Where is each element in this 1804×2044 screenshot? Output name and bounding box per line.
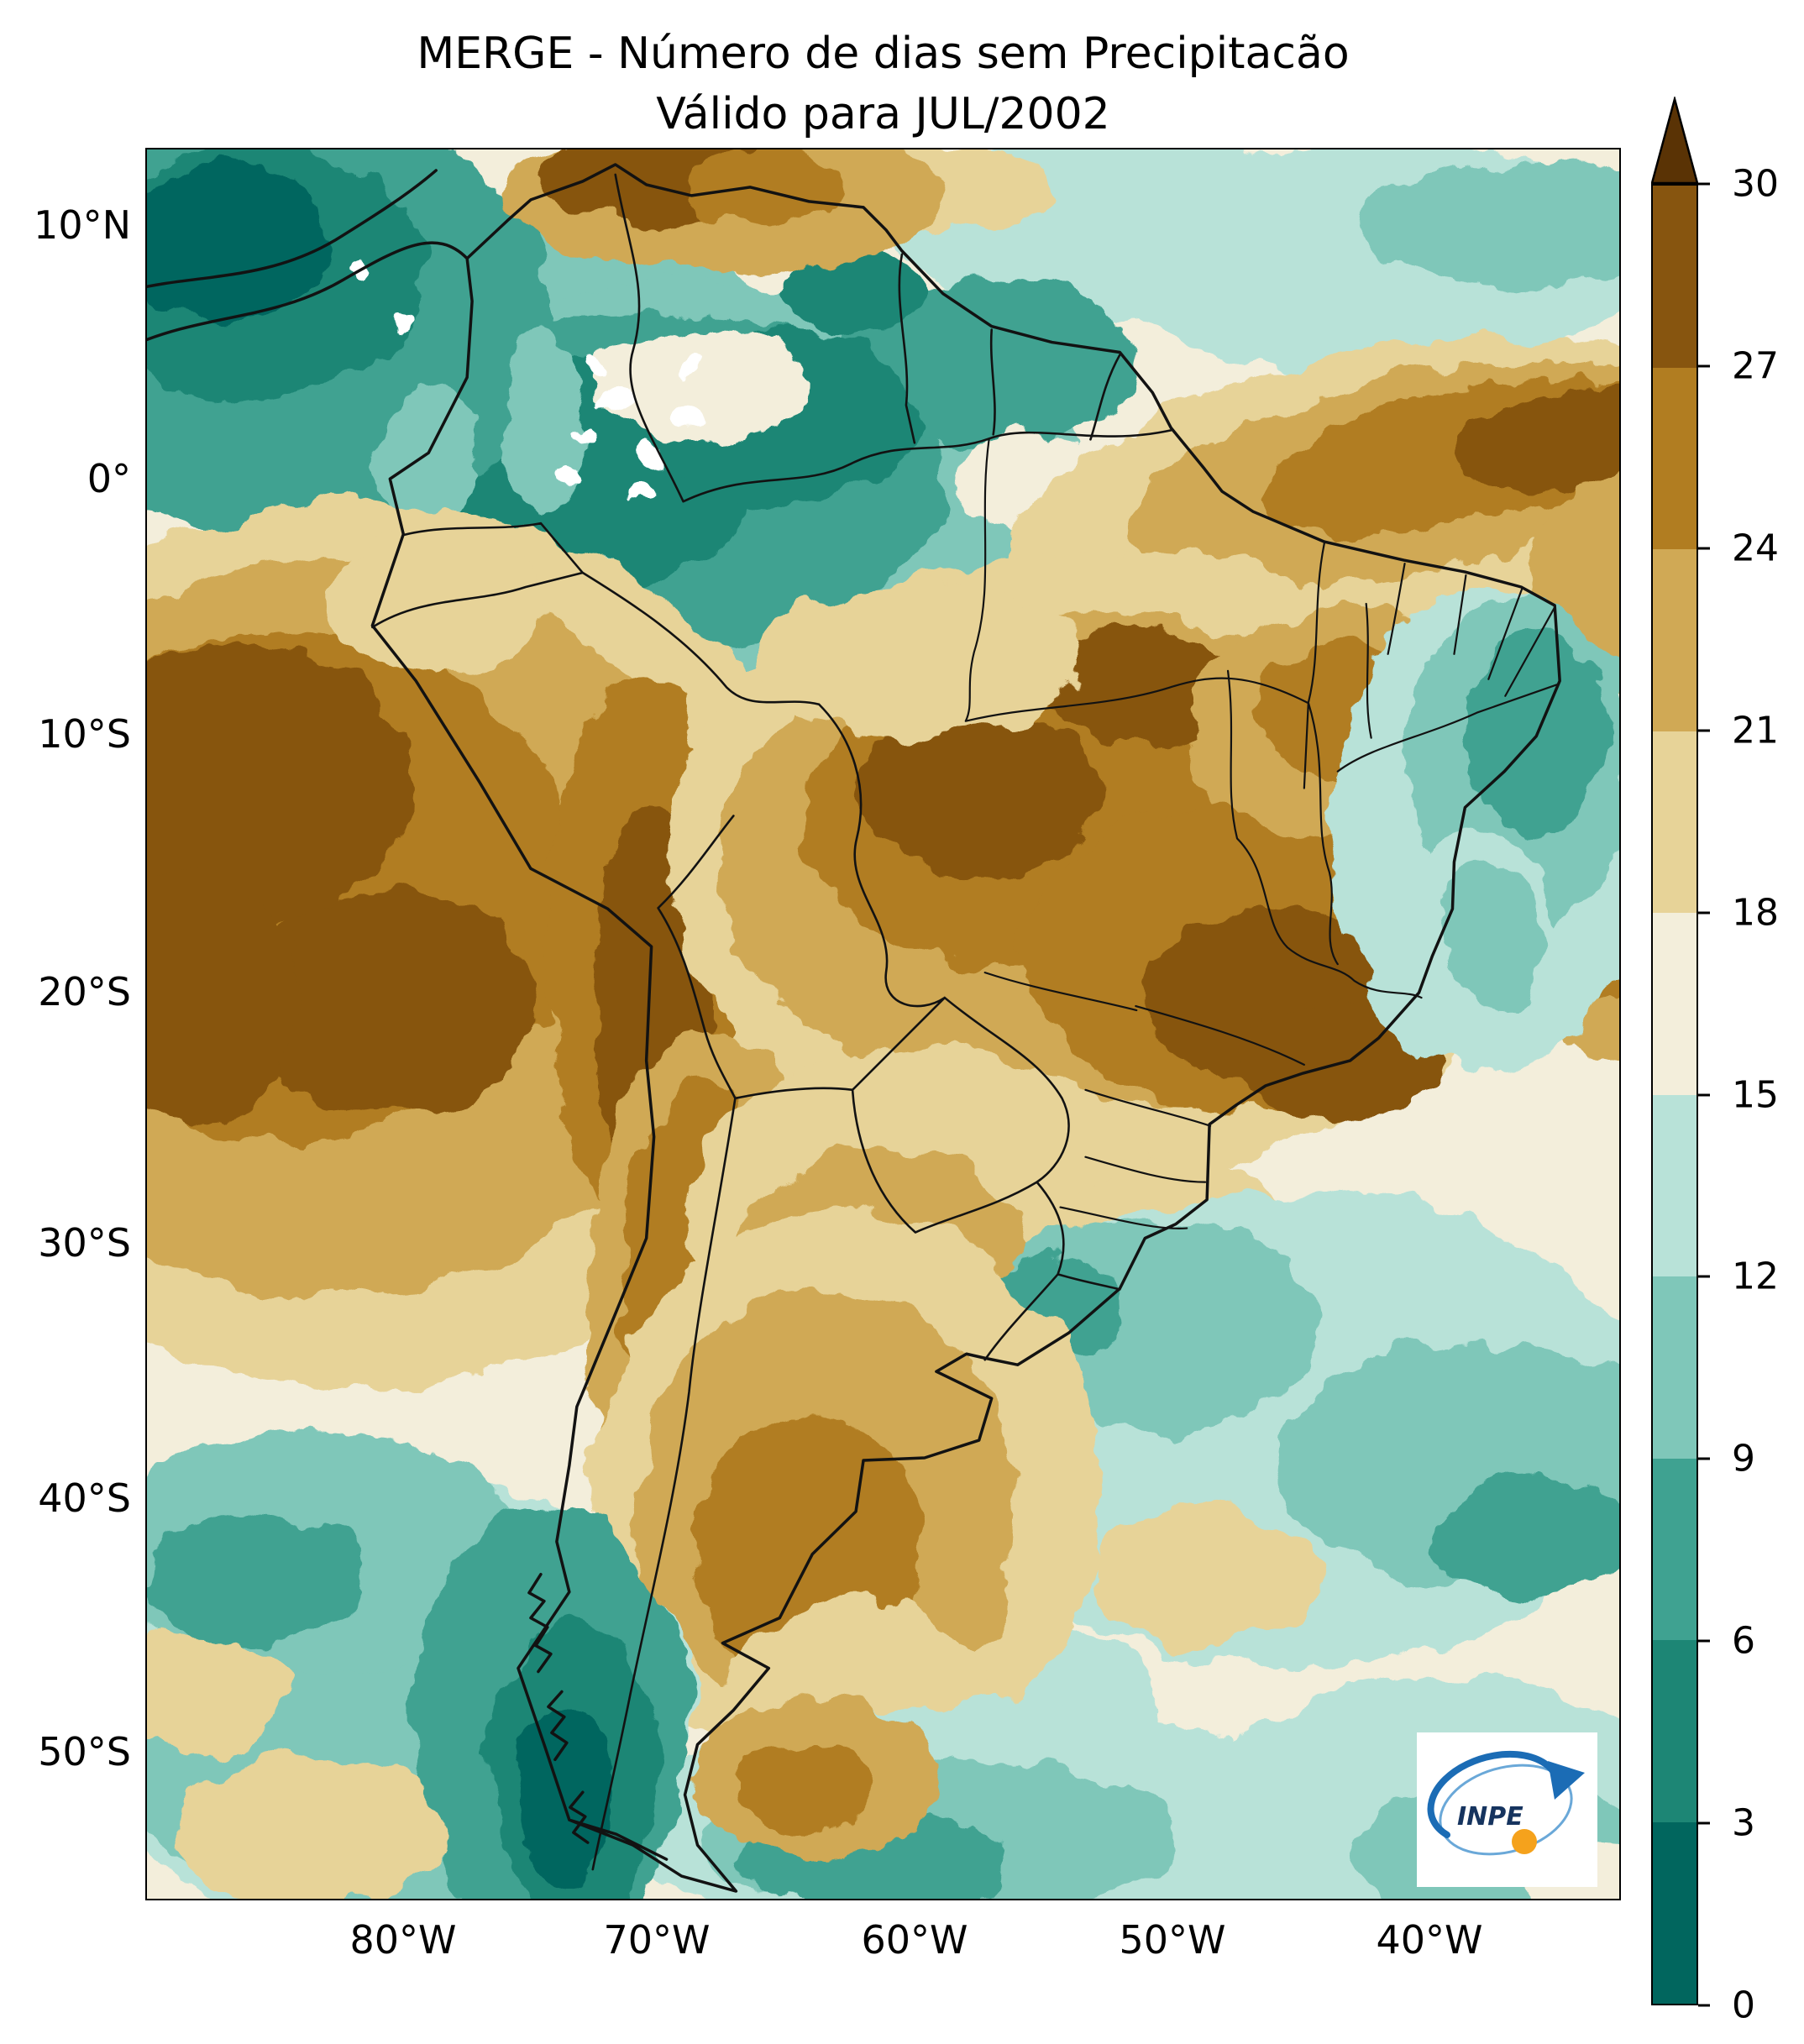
colorbar-tick-mark bbox=[1698, 182, 1710, 186]
lat-tick-label: 0° bbox=[87, 456, 131, 501]
colorbar-tick-label: 9 bbox=[1732, 1437, 1755, 1481]
no-data-speckles bbox=[343, 265, 708, 503]
inpe-logo: INPE bbox=[1417, 1732, 1597, 1887]
colorbar-tick-mark bbox=[1698, 1639, 1710, 1643]
lat-tick-label: 20°S bbox=[38, 969, 131, 1014]
colorbar-segment bbox=[1653, 1458, 1696, 1640]
colorbar-tick-mark bbox=[1698, 729, 1710, 732]
colorbar-tick-label: 0 bbox=[1732, 1984, 1755, 2027]
colorbar-segment bbox=[1653, 1821, 1696, 2004]
state-borders bbox=[964, 438, 1560, 1229]
lon-tick-label: 70°W bbox=[603, 1917, 711, 1963]
lat-tick-label: 10°S bbox=[38, 711, 131, 757]
colorbar-tick-mark bbox=[1698, 1275, 1710, 1278]
colorbar-tick-label: 3 bbox=[1732, 1801, 1755, 1845]
lat-tick-label: 30°S bbox=[38, 1220, 131, 1266]
figure-title-line-2: Válido para JUL/2002 bbox=[656, 89, 1110, 139]
lat-tick-label: 40°S bbox=[38, 1475, 131, 1521]
lat-tick-label: 10°N bbox=[34, 202, 131, 248]
colorbar-tick-label: 27 bbox=[1732, 344, 1779, 388]
colorbar-tick-label: 12 bbox=[1732, 1255, 1779, 1298]
colorbar-tick-mark bbox=[1698, 1457, 1710, 1460]
colorbar-tick-label: 15 bbox=[1732, 1073, 1779, 1117]
colorbar-tick-label: 21 bbox=[1732, 709, 1779, 752]
inpe-logo-orange-ball-icon bbox=[1512, 1829, 1537, 1854]
colorbar-segment bbox=[1653, 549, 1696, 731]
country-borders bbox=[371, 173, 1172, 1871]
colorbar-bar bbox=[1651, 184, 1698, 2005]
figure-title-line-1: MERGE - Número de dias sem Precipitacão bbox=[417, 29, 1350, 79]
colorbar-tick-mark bbox=[1698, 911, 1710, 915]
inpe-logo-graphic: INPE bbox=[1427, 1750, 1585, 1856]
precipitation-map bbox=[147, 149, 1619, 1899]
colorbar-segment bbox=[1653, 1094, 1696, 1276]
colorbar-segment bbox=[1653, 913, 1696, 1095]
colorbar-tick-label: 6 bbox=[1732, 1619, 1755, 1663]
colorbar-tick-mark bbox=[1698, 364, 1710, 368]
colorbar-segment bbox=[1653, 367, 1696, 549]
colorbar-segment bbox=[1653, 731, 1696, 913]
colorbar-tick-label: 24 bbox=[1732, 527, 1779, 570]
lon-tick-label: 50°W bbox=[1119, 1917, 1226, 1963]
inpe-logo-text: INPE bbox=[1457, 1802, 1523, 1832]
colorbar-tick-label: 18 bbox=[1732, 891, 1779, 935]
inpe-logo-swoosh-icon bbox=[1427, 1750, 1561, 1838]
colorbar-tick-mark bbox=[1698, 1093, 1710, 1097]
colorbar: 30 27 24 21 18 15 12 9 6 3 0 bbox=[1651, 97, 1804, 2028]
colorbar-tick-label: 30 bbox=[1732, 162, 1779, 206]
colorbar-over-arrow bbox=[1651, 97, 1698, 184]
colorbar-segment bbox=[1653, 1640, 1696, 1822]
lon-tick-label: 60°W bbox=[861, 1917, 968, 1963]
colorbar-tick-mark bbox=[1698, 2004, 1710, 2007]
colorbar-tick-mark bbox=[1698, 547, 1710, 550]
colorbar-segment bbox=[1653, 1276, 1696, 1459]
colorbar-tick-mark bbox=[1698, 1821, 1710, 1825]
map-panel bbox=[145, 148, 1621, 1900]
lon-tick-label: 80°W bbox=[349, 1917, 457, 1963]
colorbar-segment bbox=[1653, 186, 1696, 368]
lat-tick-label: 50°S bbox=[38, 1729, 131, 1774]
coastline bbox=[147, 163, 1561, 1893]
inpe-logo-arrowhead-icon bbox=[1548, 1761, 1585, 1800]
lon-tick-label: 40°W bbox=[1376, 1917, 1483, 1963]
precip-field-layer bbox=[147, 149, 1619, 1899]
